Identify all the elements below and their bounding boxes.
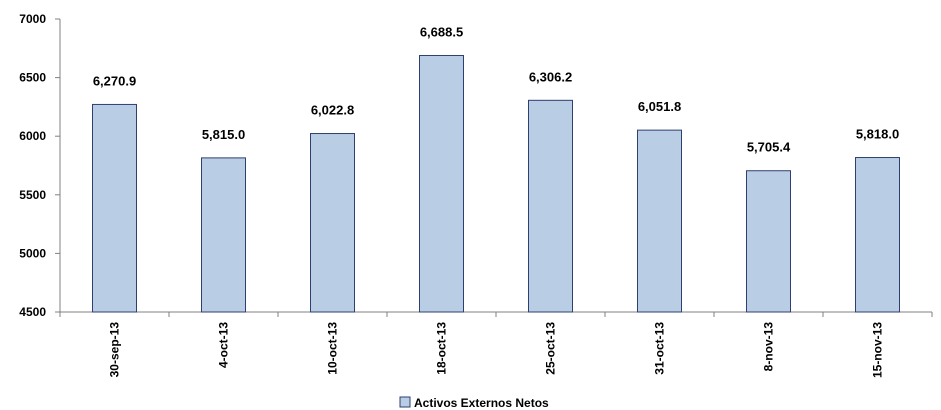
bar xyxy=(746,170,791,313)
data-label: 6,022.8 xyxy=(311,103,354,118)
data-label: 6,306.2 xyxy=(529,69,572,84)
bar xyxy=(528,99,573,313)
y-tick-label: 4500 xyxy=(19,305,46,319)
bar xyxy=(637,129,682,313)
y-tick-label: 5000 xyxy=(19,246,46,260)
data-label: 6,270.9 xyxy=(93,73,136,88)
x-axis: 30-sep-13 4-oct-13 10-oct-13 18-oct-13 25-oc… xyxy=(59,311,933,378)
bar xyxy=(419,55,464,313)
x-tick-label: 18-oct-13 xyxy=(435,322,449,375)
data-label: 5,818.0 xyxy=(856,127,899,142)
legend: Activos Externos Netos xyxy=(399,396,549,410)
y-tick-label: 6500 xyxy=(19,71,46,85)
data-label: 6,051.8 xyxy=(638,99,681,114)
data-label: 5,705.4 xyxy=(747,140,791,155)
x-tick-label: 31-oct-13 xyxy=(653,322,667,375)
x-tick-label: 10-oct-13 xyxy=(326,322,340,375)
y-axis: 4500 5000 5500 6000 6500 7000 xyxy=(19,12,61,319)
data-label: 6,688.5 xyxy=(420,25,463,40)
x-tick-label: 8-nov-13 xyxy=(762,322,776,372)
y-tick-label: 5500 xyxy=(19,188,46,202)
x-tick-label: 15-nov-13 xyxy=(871,322,885,378)
x-tick-label: 4-oct-13 xyxy=(217,322,231,368)
legend-label: Activos Externos Netos xyxy=(414,396,549,410)
bar xyxy=(855,157,900,313)
bar xyxy=(201,157,246,313)
bar xyxy=(92,103,137,313)
bars xyxy=(92,55,900,313)
data-labels: 6,270.9 5,815.0 6,022.8 6,688.5 6,306.2 6,051… xyxy=(93,25,899,155)
legend-swatch xyxy=(399,396,411,408)
y-tick-label: 6000 xyxy=(19,129,46,143)
x-tick-label: 25-oct-13 xyxy=(544,322,558,375)
data-label: 5,815.0 xyxy=(202,127,245,142)
x-tick-label: 30-sep-13 xyxy=(108,322,122,378)
bar xyxy=(310,133,355,313)
y-tick-label: 7000 xyxy=(19,12,46,26)
